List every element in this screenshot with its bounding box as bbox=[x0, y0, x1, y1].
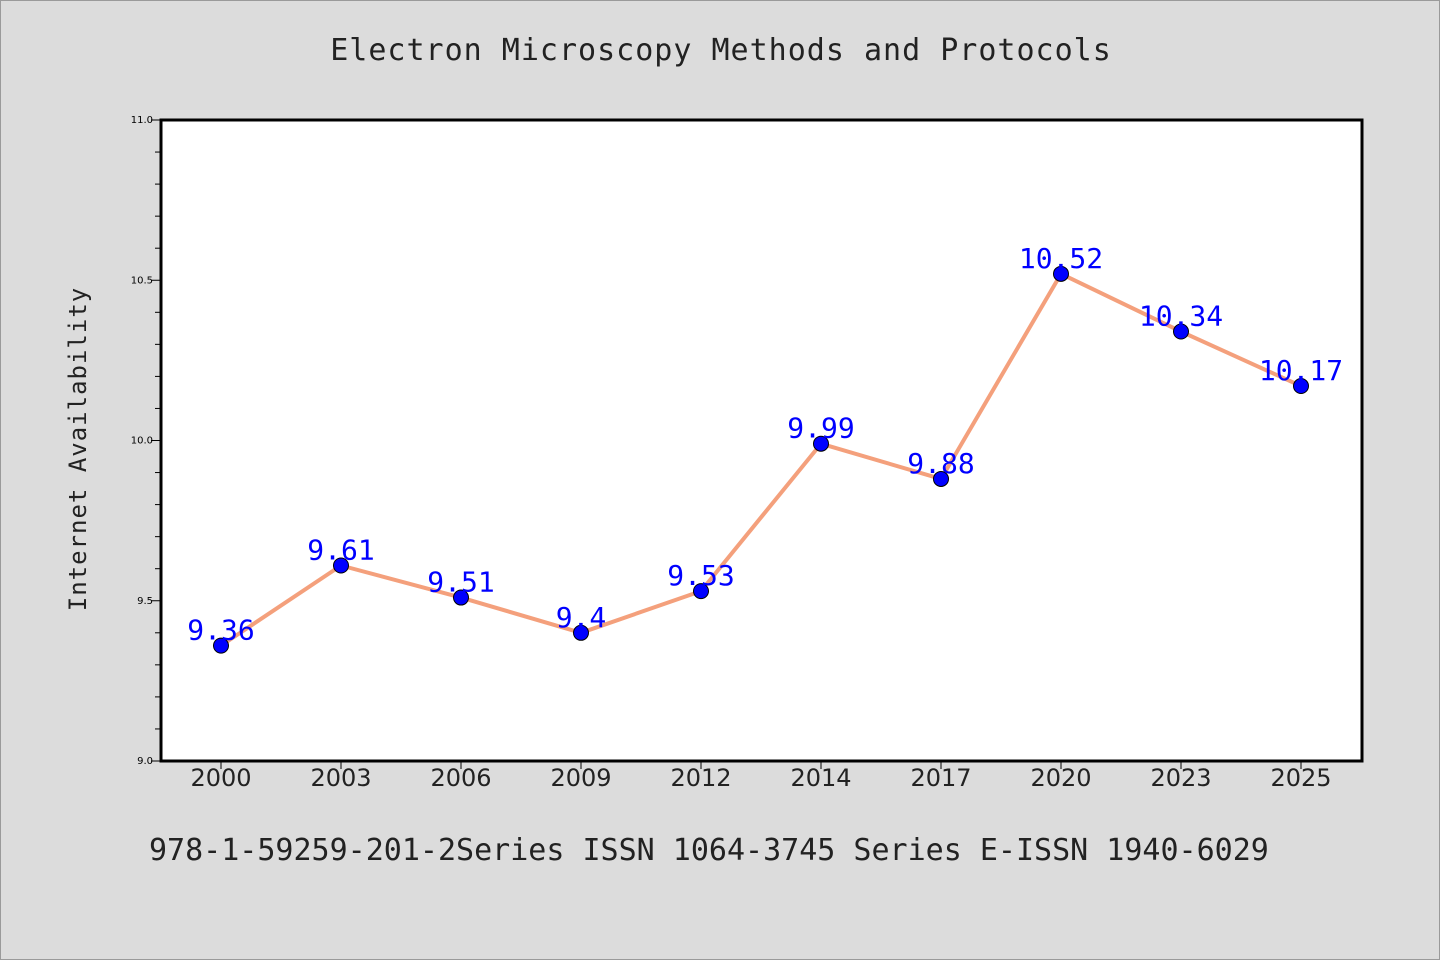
x-tick-label: 2023 bbox=[1150, 764, 1211, 792]
series-line bbox=[219, 271, 1302, 648]
x-tick-label: 2006 bbox=[430, 764, 491, 792]
data-label: 9.88 bbox=[907, 447, 974, 480]
data-label: 10.17 bbox=[1259, 354, 1343, 387]
data-label: 9.4 bbox=[556, 601, 607, 634]
data-point bbox=[1053, 265, 1069, 282]
x-tick-label: 2000 bbox=[190, 764, 251, 792]
x-tick-label: 2003 bbox=[310, 764, 371, 792]
data-label: 10.52 bbox=[1019, 242, 1103, 275]
y-tick-label: 9.5 bbox=[137, 596, 153, 607]
x-tick-label: 2025 bbox=[1270, 764, 1331, 792]
data-point bbox=[933, 470, 949, 487]
data-label: 9.51 bbox=[427, 566, 494, 599]
x-tick-label: 2020 bbox=[1030, 764, 1091, 792]
data-point bbox=[453, 589, 469, 606]
x-tick-label: 2012 bbox=[670, 764, 731, 792]
y-tick-label: 9.0 bbox=[137, 756, 153, 767]
data-point bbox=[213, 637, 229, 654]
plot-area bbox=[159, 118, 1364, 763]
data-label: 10.34 bbox=[1139, 300, 1223, 333]
data-point bbox=[333, 557, 349, 574]
x-tick-label: 2014 bbox=[790, 764, 851, 792]
data-label: 9.99 bbox=[787, 412, 854, 445]
data-label: 9.61 bbox=[307, 533, 374, 566]
data-point bbox=[1293, 378, 1309, 395]
data-label: 9.36 bbox=[187, 614, 254, 647]
data-point bbox=[1173, 323, 1189, 340]
y-tick-label: 10.0 bbox=[131, 436, 153, 447]
data-label: 9.53 bbox=[667, 559, 734, 592]
x-tick-label: 2017 bbox=[910, 764, 971, 792]
y-tick-label: 10.5 bbox=[131, 275, 153, 286]
y-tick-label: 11.0 bbox=[131, 115, 153, 126]
chart-title: Electron Microscopy Methods and Protocol… bbox=[330, 33, 1112, 68]
footer-isbn-issn: 978-1-59259-201-2Series ISSN 1064-3745 S… bbox=[149, 833, 1269, 868]
data-point bbox=[693, 583, 709, 600]
x-tick-label: 2009 bbox=[550, 764, 611, 792]
data-point bbox=[573, 624, 589, 641]
data-point bbox=[813, 435, 829, 452]
